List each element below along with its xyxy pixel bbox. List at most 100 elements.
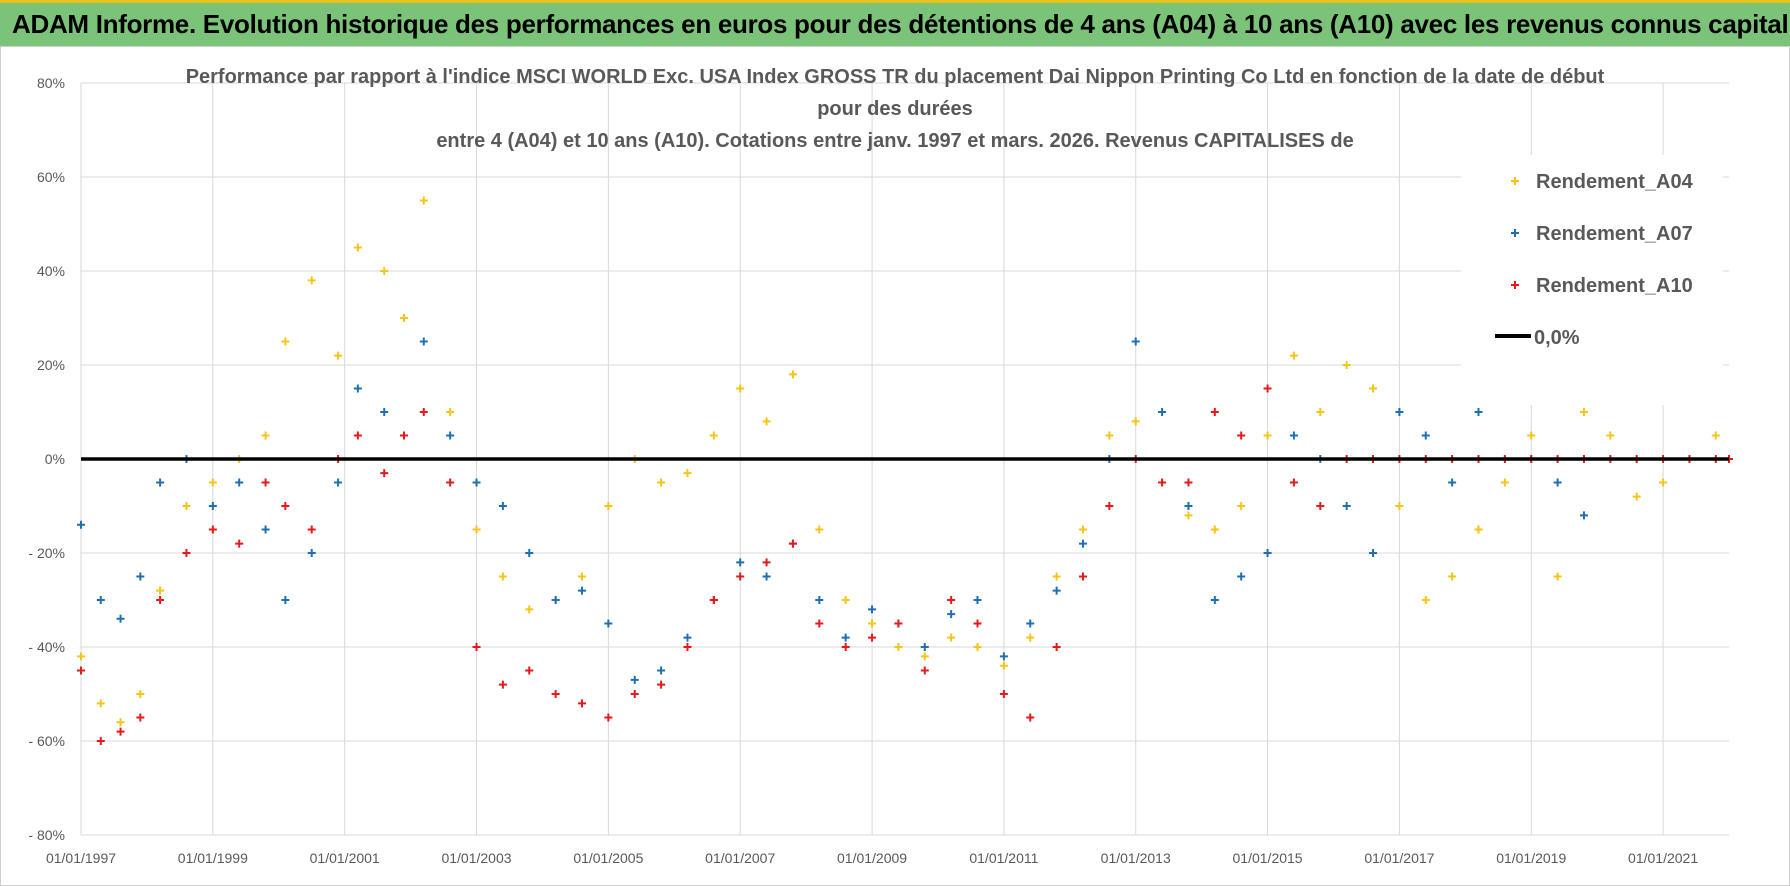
data-point <box>498 572 507 581</box>
series-rendement-a07 <box>77 337 1588 684</box>
data-point <box>96 737 105 745</box>
data-point <box>261 431 270 440</box>
data-point <box>683 469 692 478</box>
data-point <box>419 196 428 205</box>
y-tick-label: 40% <box>37 263 65 279</box>
legend: Rendement_A04 Rendement_A07 Rendement_A10 0… <box>1461 155 1723 405</box>
data-point <box>156 596 165 604</box>
data-point <box>1158 408 1167 416</box>
y-tick-label: - 60% <box>28 733 65 749</box>
data-point <box>841 643 850 651</box>
data-point <box>419 337 428 346</box>
performance-chart: 80% 60% 40% 20% 0% - 20% - 40% - 60% - 80% 01/01/… <box>28 66 1733 866</box>
data-point <box>1579 511 1588 520</box>
data-point <box>1474 525 1483 534</box>
data-point <box>1606 431 1615 440</box>
data-point <box>841 633 850 642</box>
data-point <box>472 478 481 487</box>
data-point <box>208 525 217 534</box>
data-point <box>1263 549 1272 557</box>
data-point <box>419 408 428 416</box>
x-tick-label: 01/01/2001 <box>310 850 380 866</box>
data-point <box>525 549 534 557</box>
data-point <box>307 549 316 557</box>
data-point <box>116 727 125 736</box>
x-tick-label: 01/01/1999 <box>178 850 248 866</box>
data-point <box>400 431 409 440</box>
data-point <box>498 680 507 689</box>
data-point <box>1237 572 1246 581</box>
data-point <box>446 478 455 487</box>
data-point <box>334 478 343 487</box>
data-point <box>1237 502 1246 510</box>
chart-area: 80% 60% 40% 20% 0% - 20% - 40% - 60% - 80% 01/01/… <box>0 46 1790 886</box>
data-point <box>973 619 982 628</box>
data-point <box>182 502 191 510</box>
data-point <box>947 596 956 604</box>
data-point <box>973 643 982 651</box>
data-point <box>472 525 481 534</box>
data-point <box>947 633 956 642</box>
data-point <box>604 619 613 628</box>
report-header-banner: ADAM Informe. Evolution historique des p… <box>0 0 1790 46</box>
data-point <box>1289 431 1298 440</box>
data-point <box>1316 502 1325 510</box>
data-point <box>1659 478 1668 487</box>
data-point <box>380 267 389 275</box>
data-point <box>577 572 586 581</box>
data-point <box>208 478 217 487</box>
data-point <box>525 666 534 675</box>
data-point <box>1210 596 1219 604</box>
legend-zero-label: 0,0% <box>1534 327 1580 349</box>
data-point <box>788 370 797 379</box>
data-point <box>77 520 85 529</box>
data-point <box>1289 351 1298 360</box>
data-point <box>156 586 165 595</box>
data-point <box>400 314 409 322</box>
x-tick-label: 01/01/2021 <box>1628 850 1698 866</box>
data-point <box>920 666 929 675</box>
data-point <box>657 666 666 675</box>
data-point <box>1078 539 1087 548</box>
y-tick-label: - 40% <box>28 639 65 655</box>
data-point <box>999 661 1008 670</box>
x-tick-label: 01/01/2005 <box>573 850 643 866</box>
data-point <box>868 619 877 628</box>
data-point <box>96 596 105 604</box>
data-point <box>1527 431 1536 440</box>
data-point <box>815 596 824 604</box>
data-point <box>1448 478 1457 487</box>
data-point <box>1395 408 1404 416</box>
data-point <box>380 469 389 478</box>
data-point <box>1263 431 1272 440</box>
data-point <box>1711 431 1720 440</box>
data-point <box>762 558 771 567</box>
x-tick-label: 01/01/2003 <box>441 850 511 866</box>
data-point <box>353 431 362 440</box>
data-point <box>762 417 771 426</box>
data-point <box>920 652 929 661</box>
data-point <box>446 408 455 416</box>
legend-label: Rendement_A10 <box>1536 275 1693 297</box>
data-point <box>815 525 824 534</box>
data-point <box>235 478 244 487</box>
data-point <box>136 713 145 722</box>
data-point <box>604 502 613 510</box>
data-point <box>182 549 191 557</box>
data-point <box>736 572 745 581</box>
data-point <box>999 690 1008 698</box>
data-point <box>788 539 797 548</box>
legend-box <box>1461 155 1723 405</box>
data-point <box>353 243 362 252</box>
data-point <box>1553 478 1562 487</box>
data-point <box>1421 596 1430 604</box>
legend-marker <box>1511 177 1519 185</box>
data-point <box>1474 408 1483 416</box>
data-point <box>235 539 244 548</box>
data-point <box>683 633 692 642</box>
data-point <box>709 596 718 604</box>
data-point <box>815 619 824 628</box>
data-point <box>1131 417 1140 426</box>
data-point <box>353 384 362 393</box>
data-point <box>77 666 85 675</box>
